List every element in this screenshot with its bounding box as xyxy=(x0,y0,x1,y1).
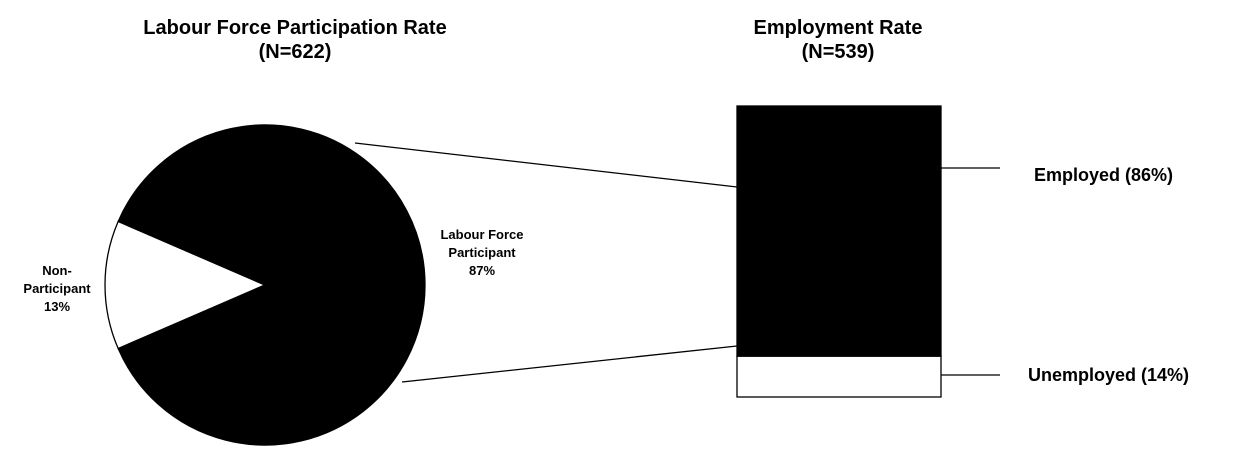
legend-label: Employed (86%) xyxy=(1034,165,1174,185)
pie-title: Labour Force Participation Rate xyxy=(143,17,447,39)
bar-title: Employment Rate xyxy=(753,17,923,39)
slice-value-label: 87% xyxy=(468,263,496,278)
pie-slice xyxy=(104,220,267,350)
connector-line xyxy=(354,142,738,188)
slice-value-label: 13% xyxy=(43,299,71,314)
pie-subtitle: (N=622) xyxy=(258,41,332,63)
slice-label: Non-Participant xyxy=(23,263,91,296)
bar-segment xyxy=(736,105,942,357)
legend-label: Unemployed (14%) xyxy=(1028,365,1190,385)
bar-subtitle: (N=539) xyxy=(801,41,875,63)
connector-line xyxy=(401,345,738,383)
pie-slice xyxy=(117,124,426,446)
bar-segment xyxy=(736,355,942,398)
slice-label: Labour Force Participant xyxy=(440,227,524,260)
